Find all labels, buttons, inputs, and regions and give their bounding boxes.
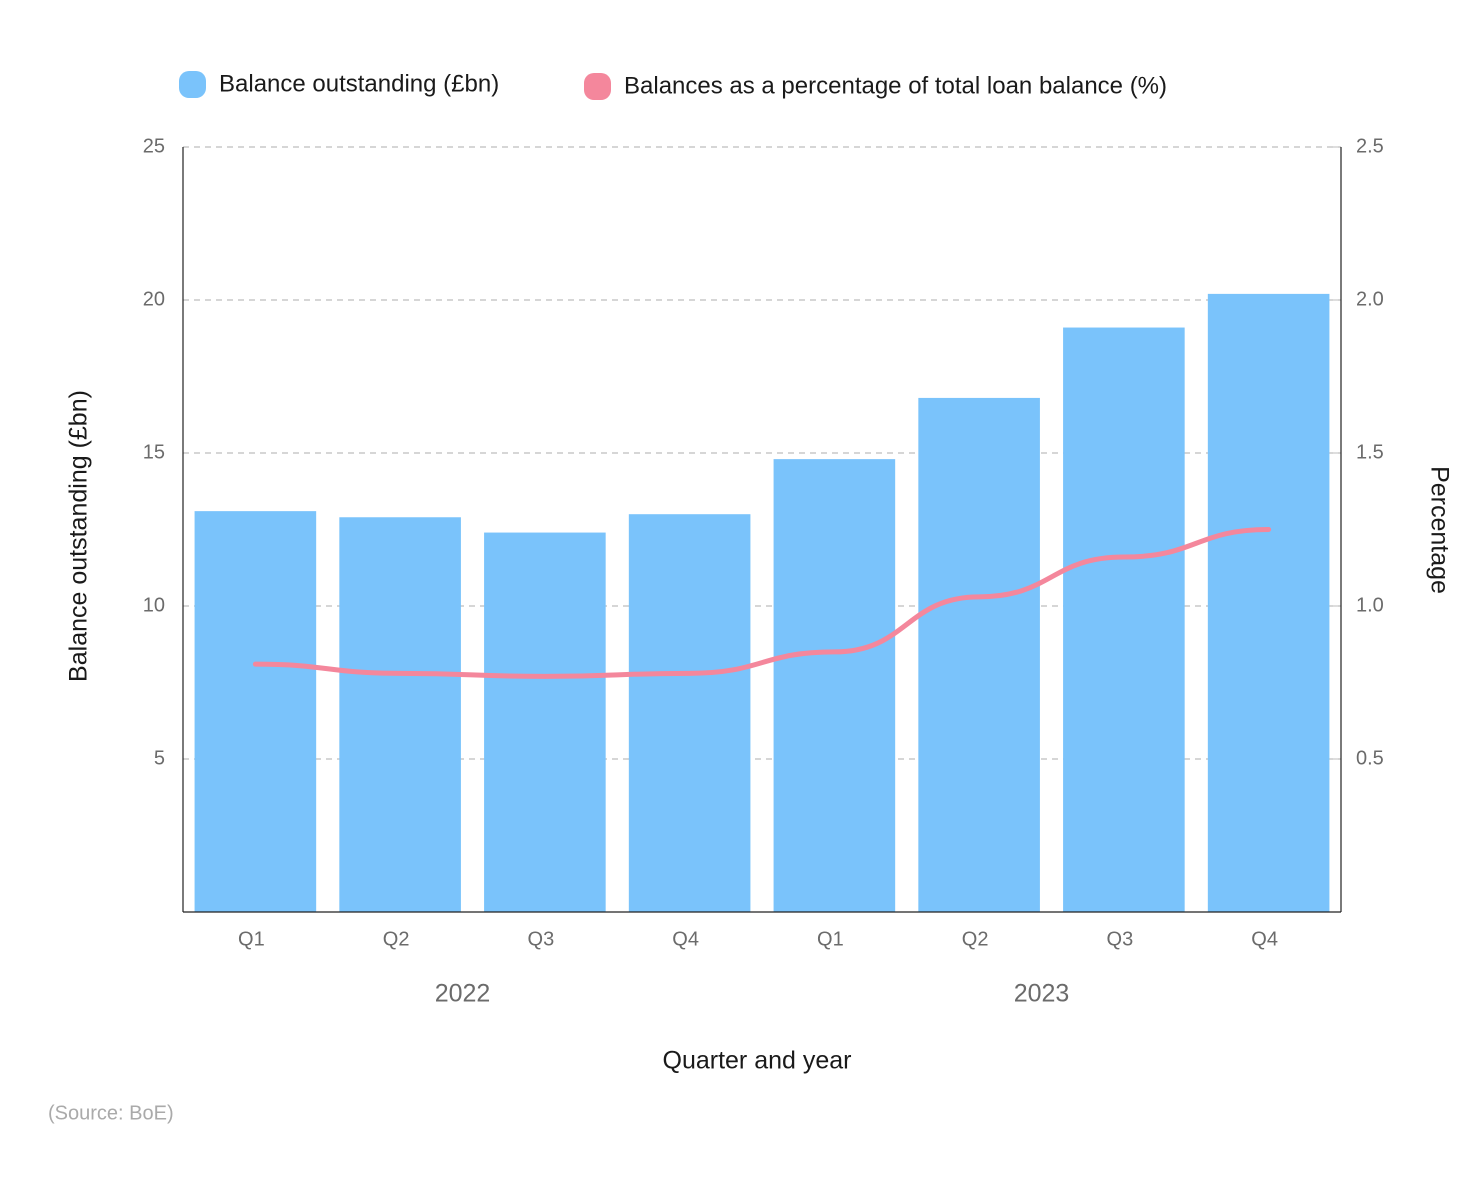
x-group-label: 2022 bbox=[435, 980, 491, 1008]
y-axis-title: Balance outstanding (£bn) bbox=[65, 390, 93, 682]
bar bbox=[773, 459, 896, 912]
y2-tick-label: 1.5 bbox=[1356, 441, 1384, 463]
line bbox=[252, 527, 1272, 679]
y2-tick-label: 0.5 bbox=[1356, 747, 1384, 769]
bar bbox=[918, 397, 1040, 912]
y-tick-label: 10 bbox=[143, 594, 165, 616]
x-tick-label: Q2 bbox=[962, 928, 989, 950]
bar bbox=[1207, 293, 1330, 912]
y2-tick-label: 2.0 bbox=[1356, 288, 1384, 310]
bar bbox=[484, 532, 606, 912]
x-tick-label: Q1 bbox=[238, 928, 265, 950]
y-tick-label: 15 bbox=[143, 441, 165, 463]
x-tick-label: Q2 bbox=[383, 928, 410, 950]
y-tick-label: 25 bbox=[143, 135, 165, 157]
bar bbox=[194, 511, 317, 912]
y2-axis-title: Percentage bbox=[1425, 466, 1453, 594]
x-tick-label: Q1 bbox=[817, 928, 844, 950]
x-tick-label: Q4 bbox=[672, 928, 699, 950]
x-group-label: 2023 bbox=[1014, 980, 1070, 1008]
x-tick-label: Q3 bbox=[1107, 928, 1134, 950]
y-tick-label: 20 bbox=[143, 288, 165, 310]
y2-tick-label: 1.0 bbox=[1356, 594, 1384, 616]
legend-marker bbox=[584, 73, 611, 100]
bar bbox=[339, 517, 461, 912]
x-tick-label: Q3 bbox=[528, 928, 555, 950]
x-tick-label: Q4 bbox=[1251, 928, 1278, 950]
x-axis-title: Quarter and year bbox=[663, 1047, 852, 1075]
y-tick-label: 5 bbox=[154, 747, 165, 769]
source: (Source: BoE) bbox=[48, 1102, 174, 1124]
legend-label: Balances as a percentage of total loan b… bbox=[624, 72, 1167, 99]
legend-marker bbox=[179, 71, 206, 98]
y2-tick-label: 2.5 bbox=[1356, 135, 1384, 157]
legend-label: Balance outstanding (£bn) bbox=[219, 70, 499, 97]
bar bbox=[1063, 327, 1185, 912]
bar bbox=[628, 514, 751, 912]
